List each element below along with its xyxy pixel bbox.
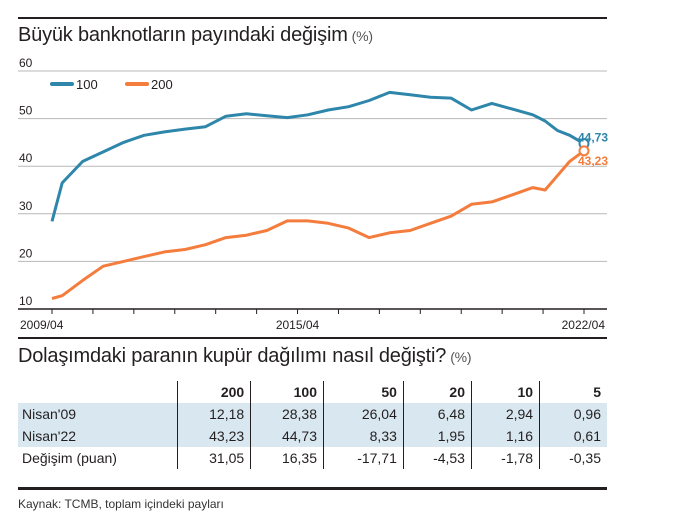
table-cell: 1,95 bbox=[402, 425, 472, 447]
row-label: Nisan'22 bbox=[18, 425, 178, 447]
legend-label: 100 bbox=[76, 77, 98, 92]
table-cell: 2,94 bbox=[470, 403, 540, 425]
table-title-unit: (%) bbox=[450, 349, 472, 365]
x-tick-label: 2015/04 bbox=[276, 318, 320, 332]
table-row: Değişim (puan) 31,05 16,35 -17,71 -4,53 … bbox=[18, 447, 607, 469]
table-cell: 43,23 bbox=[177, 425, 251, 447]
end-point-marker bbox=[578, 145, 590, 157]
row-label: Değişim (puan) bbox=[22, 450, 117, 466]
table-cell: -1,78 bbox=[470, 447, 540, 469]
table-cell: 6,48 bbox=[402, 403, 472, 425]
series-line-100 bbox=[50, 90, 585, 222]
y-tick-label: 20 bbox=[19, 246, 33, 260]
y-tick-label: 10 bbox=[19, 294, 33, 308]
table-title-text: Dolaşımdaki paranın kupür dağılımı nasıl… bbox=[18, 345, 447, 367]
table-cell: 12,18 bbox=[177, 403, 251, 425]
header-cell: 100 bbox=[250, 381, 324, 403]
chart-title-unit: (%) bbox=[351, 28, 373, 44]
table-cell: -17,71 bbox=[323, 447, 404, 469]
header-cell: 20 bbox=[402, 381, 472, 403]
section-rule bbox=[18, 337, 607, 339]
x-tick-label: 2022/04 bbox=[562, 318, 606, 332]
y-tick-label: 60 bbox=[19, 56, 33, 70]
table-cell: -0,35 bbox=[539, 447, 607, 469]
table-header-row: 200 100 50 20 10 5 bbox=[18, 381, 607, 403]
table-cell: 26,04 bbox=[323, 403, 404, 425]
header-cell: 5 bbox=[539, 381, 607, 403]
x-tick-label: 2009/04 bbox=[20, 318, 64, 332]
table-cell: 0,61 bbox=[539, 425, 607, 447]
y-tick-label: 50 bbox=[19, 104, 33, 118]
y-tick-label: 40 bbox=[19, 151, 33, 165]
source-note: Kaynak: TCMB, toplam içindeki payları bbox=[18, 497, 224, 511]
y-tick-label: 30 bbox=[19, 199, 33, 213]
chart-title: Büyük banknotların payındaki değişim (%) bbox=[18, 24, 373, 47]
table-cell: 16,35 bbox=[250, 447, 324, 469]
table-cell: 8,33 bbox=[323, 425, 404, 447]
table-cell: 31,05 bbox=[177, 447, 251, 469]
table-cell: -4,53 bbox=[402, 447, 472, 469]
table-title: Dolaşımdaki paranın kupür dağılımı nasıl… bbox=[18, 345, 472, 368]
chart-title-text: Büyük banknotların payındaki değişim bbox=[18, 24, 348, 46]
row-label: Nisan'09 bbox=[18, 403, 178, 425]
series-line-200 bbox=[51, 149, 585, 300]
header-cell: 50 bbox=[323, 381, 404, 403]
top-rule bbox=[18, 17, 607, 19]
denomination-table: 200 100 50 20 10 5 Nisan'09 12,18 28,38 … bbox=[18, 381, 607, 469]
header-cell bbox=[18, 381, 178, 403]
legend-label: 200 bbox=[151, 77, 173, 92]
table-cell: 0,96 bbox=[539, 403, 607, 425]
header-cell: 200 bbox=[177, 381, 251, 403]
table-row: Nisan'09 12,18 28,38 26,04 6,48 2,94 0,9… bbox=[18, 403, 607, 425]
end-value-label: 43,23 bbox=[578, 154, 608, 168]
bottom-rule bbox=[18, 487, 607, 490]
table-cell: 1,16 bbox=[470, 425, 540, 447]
table-cell: 28,38 bbox=[250, 403, 324, 425]
table-row: Nisan'22 43,23 44,73 8,33 1,95 1,16 0,61 bbox=[18, 425, 607, 447]
header-cell: 10 bbox=[470, 381, 540, 403]
table-cell: 44,73 bbox=[250, 425, 324, 447]
line-chart: 60 50 40 30 20 10 2009/04 2015/04 2022/04 44,73 43… bbox=[18, 56, 608, 332]
end-value-label: 44,73 bbox=[578, 131, 608, 145]
